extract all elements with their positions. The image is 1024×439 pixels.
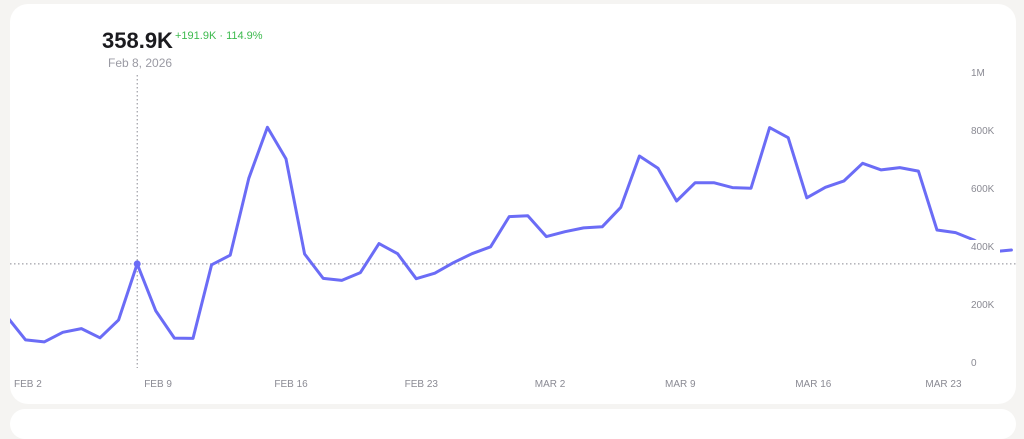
y-tick-bg xyxy=(968,298,1000,312)
y-tick-label: 400K xyxy=(971,242,995,253)
y-tick-bg xyxy=(968,182,1000,196)
data-point xyxy=(653,163,663,173)
data-point xyxy=(244,173,254,183)
y-tick-bg xyxy=(968,240,1000,254)
y-tick-bg xyxy=(968,66,987,80)
data-point xyxy=(467,249,477,259)
x-tick-label: FEB 9 xyxy=(144,379,172,390)
y-tick-label: 800K xyxy=(971,126,995,137)
series-line xyxy=(10,125,1013,344)
data-point xyxy=(876,165,886,175)
y-tick-bg xyxy=(968,356,981,370)
data-point xyxy=(486,242,496,252)
data-point xyxy=(858,158,868,168)
data-point xyxy=(616,202,626,212)
data-point xyxy=(21,335,31,345)
data-point xyxy=(281,154,291,164)
y-tick-label: 600K xyxy=(971,184,995,195)
data-point xyxy=(300,249,310,259)
data-point xyxy=(579,223,589,233)
data-point xyxy=(207,260,217,270)
data-point xyxy=(58,327,68,337)
data-point xyxy=(188,333,198,343)
data-point xyxy=(932,225,942,235)
data-point xyxy=(597,222,607,232)
data-point xyxy=(169,333,179,343)
data-point xyxy=(541,232,551,242)
x-tick-label: FEB 2 xyxy=(14,379,42,390)
y-tick-label: 1M xyxy=(971,68,985,79)
data-point xyxy=(337,275,347,285)
data-point xyxy=(1006,245,1016,255)
data-point xyxy=(374,239,384,249)
data-point xyxy=(951,228,961,238)
highlight-point xyxy=(133,260,141,268)
x-tick-label: MAR 9 xyxy=(665,379,696,390)
chart-card: 0 200K 400K 600K 800K 1M FEB 2 FEB 9 FEB 16 FEB 2… xyxy=(10,4,1016,404)
y-tick-bg xyxy=(968,124,1000,138)
x-tick-label: FEB 23 xyxy=(405,379,439,390)
data-point xyxy=(151,306,161,316)
data-point xyxy=(318,273,328,283)
data-point xyxy=(839,176,849,186)
data-point xyxy=(355,268,365,278)
data-point xyxy=(634,151,644,161)
data-point xyxy=(895,163,905,173)
y-tick-label: 200K xyxy=(971,300,995,311)
data-point xyxy=(504,212,514,222)
data-point xyxy=(802,193,812,203)
data-point xyxy=(560,227,570,237)
hover-value: 358.9K xyxy=(102,28,173,53)
data-point xyxy=(262,122,272,132)
data-point xyxy=(820,182,830,192)
line-chart[interactable]: 0 200K 400K 600K 800K 1M FEB 2 FEB 9 FEB 16 FEB 2… xyxy=(10,4,1016,404)
x-tick-label: MAR 2 xyxy=(535,379,566,390)
data-point xyxy=(95,333,105,343)
hover-date: Feb 8, 2026 xyxy=(108,56,173,70)
data-point xyxy=(672,196,682,206)
data-point xyxy=(393,249,403,259)
x-tick-label: MAR 23 xyxy=(925,379,962,390)
data-point xyxy=(727,183,737,193)
data-point xyxy=(913,166,923,176)
data-point xyxy=(39,337,49,347)
data-point xyxy=(448,258,458,268)
data-point xyxy=(783,133,793,143)
data-point xyxy=(746,183,756,193)
data-point xyxy=(225,250,235,260)
data-point xyxy=(690,178,700,188)
data-point xyxy=(76,324,86,334)
x-tick-label: MAR 16 xyxy=(795,379,832,390)
x-tick-label: FEB 16 xyxy=(274,379,308,390)
data-point xyxy=(430,268,440,278)
hover-delta: +191.9K · 114.9% xyxy=(175,30,263,42)
data-point xyxy=(411,274,421,284)
data-point xyxy=(523,211,533,221)
y-tick-label: 0 xyxy=(971,358,977,369)
data-point xyxy=(114,315,124,325)
data-point xyxy=(765,123,775,133)
data-point xyxy=(709,178,719,188)
